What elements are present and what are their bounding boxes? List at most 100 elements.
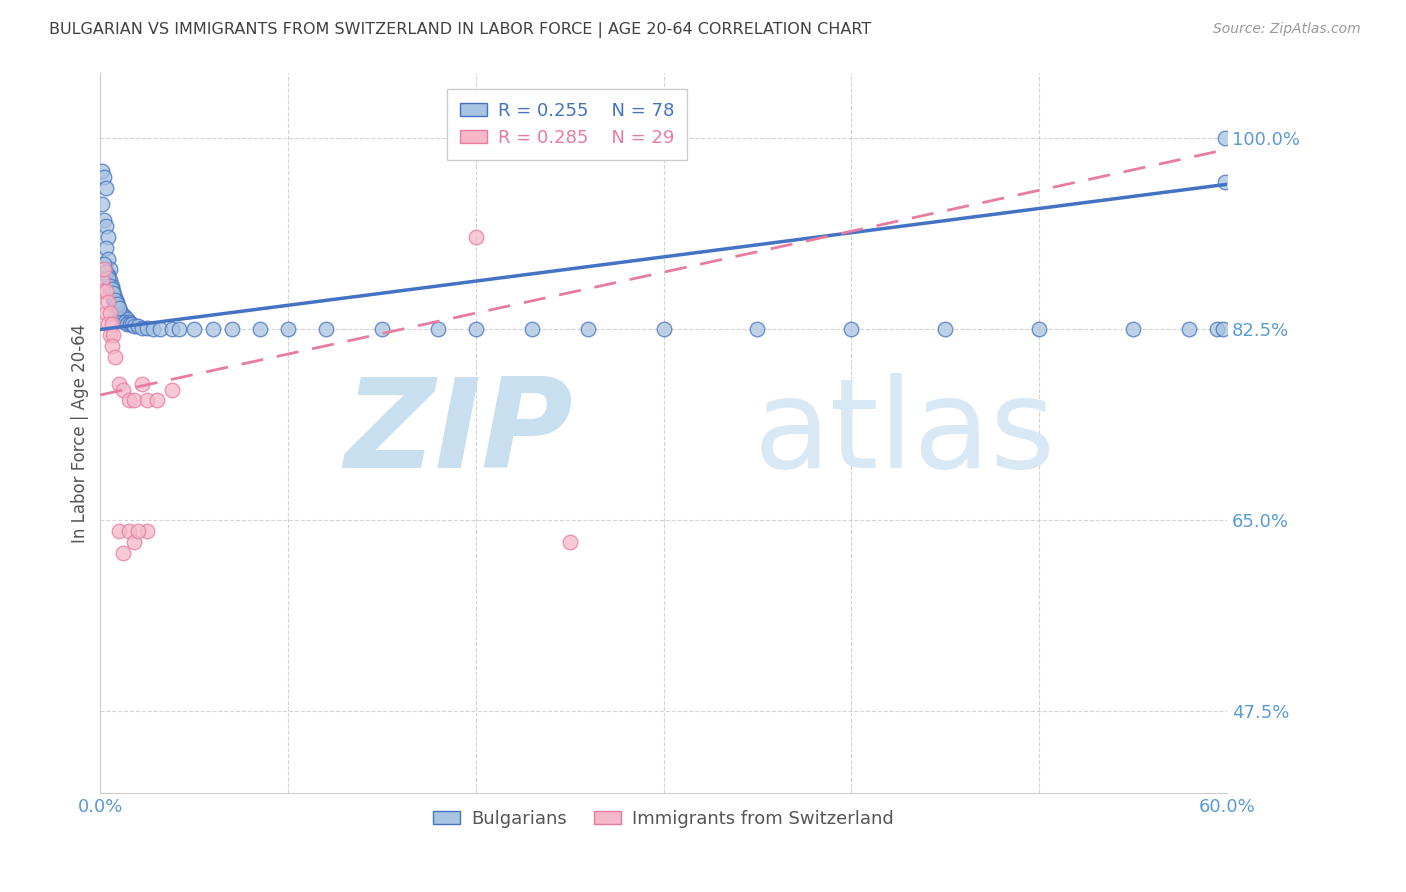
Point: [114, 315, 136, 329]
Point: [131, 377, 153, 392]
Point: [122, 319, 145, 334]
Point: [98, 306, 121, 320]
Point: [93, 257, 115, 271]
Point: [94, 219, 117, 233]
Point: [98, 262, 121, 277]
Point: [100, 317, 122, 331]
Point: [97, 229, 120, 244]
Point: [108, 301, 131, 315]
Point: [93, 262, 115, 277]
Point: [94, 180, 117, 194]
Point: [652, 322, 675, 336]
Text: ZIP: ZIP: [344, 373, 574, 493]
Point: [93, 169, 115, 184]
Point: [136, 321, 159, 335]
Point: [131, 321, 153, 335]
Point: [315, 322, 337, 336]
Point: [97, 252, 120, 266]
Point: [91, 285, 114, 299]
Point: [1212, 322, 1234, 336]
Point: [104, 350, 127, 364]
Point: [558, 535, 581, 549]
Point: [121, 317, 143, 331]
Point: [520, 322, 543, 336]
Point: [94, 285, 117, 299]
Point: [277, 322, 299, 336]
Point: [127, 524, 149, 539]
Point: [98, 327, 121, 342]
Point: [104, 295, 127, 310]
Point: [142, 322, 165, 336]
Point: [120, 317, 142, 331]
Point: [97, 268, 120, 282]
Point: [98, 273, 121, 287]
Point: [1213, 131, 1236, 145]
Point: [103, 293, 125, 307]
Point: [122, 393, 145, 408]
Legend: Bulgarians, Immigrants from Switzerland: Bulgarians, Immigrants from Switzerland: [426, 802, 901, 835]
Point: [110, 308, 132, 322]
Point: [103, 286, 125, 301]
Point: [1213, 175, 1236, 189]
Point: [934, 322, 956, 336]
Point: [97, 317, 120, 331]
Point: [91, 273, 114, 287]
Point: [108, 377, 131, 392]
Point: [114, 310, 136, 325]
Point: [111, 311, 134, 326]
Point: [97, 271, 120, 285]
Point: [160, 383, 183, 397]
Point: [127, 319, 149, 334]
Text: BULGARIAN VS IMMIGRANTS FROM SWITZERLAND IN LABOR FORCE | AGE 20-64 CORRELATION : BULGARIAN VS IMMIGRANTS FROM SWITZERLAND…: [49, 22, 872, 38]
Point: [105, 304, 128, 318]
Point: [94, 241, 117, 255]
Point: [91, 197, 114, 211]
Point: [167, 322, 190, 336]
Point: [91, 164, 114, 178]
Point: [110, 306, 132, 320]
Point: [117, 315, 139, 329]
Point: [115, 317, 138, 331]
Text: atlas: atlas: [754, 373, 1056, 493]
Point: [839, 322, 862, 336]
Point: [221, 322, 243, 336]
Y-axis label: In Labor Force | Age 20-64: In Labor Force | Age 20-64: [72, 324, 89, 542]
Point: [1028, 322, 1050, 336]
Point: [249, 322, 271, 336]
Point: [103, 290, 125, 304]
Point: [201, 322, 224, 336]
Point: [183, 322, 205, 336]
Point: [111, 308, 134, 322]
Point: [122, 535, 145, 549]
Point: [108, 301, 131, 315]
Point: [100, 282, 122, 296]
Point: [115, 311, 138, 326]
Point: [104, 290, 127, 304]
Point: [94, 306, 117, 320]
Point: [111, 383, 134, 397]
Point: [104, 293, 127, 307]
Point: [100, 286, 122, 301]
Point: [105, 301, 128, 315]
Point: [98, 278, 121, 293]
Point: [1178, 322, 1201, 336]
Point: [100, 285, 122, 299]
Point: [136, 524, 159, 539]
Point: [104, 297, 127, 311]
Point: [747, 322, 769, 336]
Point: [136, 393, 159, 408]
Point: [371, 322, 394, 336]
Point: [93, 213, 115, 227]
Point: [145, 393, 167, 408]
Point: [578, 322, 600, 336]
Point: [1206, 322, 1229, 336]
Point: [103, 285, 125, 299]
Point: [108, 306, 131, 320]
Point: [117, 524, 139, 539]
Point: [105, 295, 128, 310]
Point: [464, 229, 486, 244]
Point: [97, 295, 120, 310]
Point: [117, 393, 139, 408]
Point: [160, 322, 183, 336]
Point: [111, 546, 134, 560]
